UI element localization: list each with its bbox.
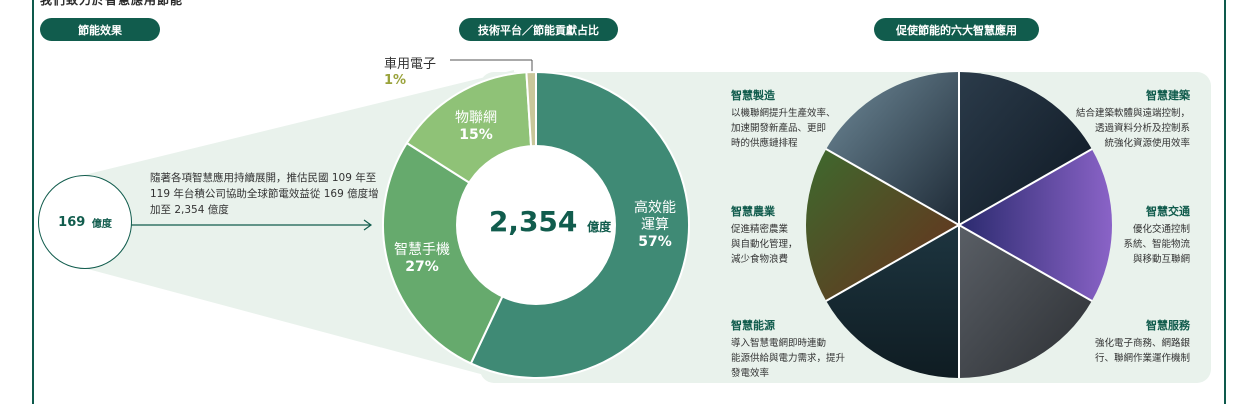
photo-agriculture — [805, 148, 959, 302]
app-line: 以機聯網提升生產效率、 — [731, 108, 836, 119]
donut-hole — [456, 145, 616, 305]
right-frame-line — [1224, 0, 1226, 404]
segment-name-iot: 物聯網 — [455, 110, 497, 126]
app-title-agriculture: 智慧農業 — [731, 205, 775, 218]
photo-manufacturing — [826, 72, 959, 225]
center-value: 2,354 — [488, 205, 578, 238]
app-line: 統強化資源使用效率 — [1104, 138, 1190, 149]
section-pill-effect: 節能效果 — [40, 18, 160, 41]
segment-name-hpc-1: 高效能 — [634, 200, 676, 216]
growth-description: 隨著各項智慧應用持續展開，推估民國 109 年至 119 年台積公司協助全球節電… — [150, 172, 379, 216]
app-line: 行、聯網作業運作機制 — [1094, 353, 1190, 364]
segment-pct-hpc: 57% — [638, 234, 672, 250]
app-title-transport: 智慧交通 — [1146, 205, 1190, 218]
segment-name-phone: 智慧手機 — [394, 242, 450, 258]
cut-off-heading: 我們致力於智慧應用節能 — [40, 0, 184, 7]
app-agriculture: 智慧農業 促進精密農業 與自動化管理， 減少食物浪費 — [731, 204, 798, 267]
section-pill-apps: 促使節能的六大智慧應用 — [874, 18, 1039, 41]
app-transport: 智慧交通 優化交通控制 系統、智能物流 與移動互聯網 — [1080, 204, 1190, 267]
app-line: 結合建築軟體與遠端控制， — [1075, 108, 1190, 119]
start-value: 169 — [58, 214, 86, 230]
photo-services — [959, 225, 1092, 378]
segment-name-hpc-2: 運算 — [641, 217, 669, 233]
app-building: 智慧建築 結合建築軟體與遠端控制， 透過資料分析及控制系 統強化資源使用效率 — [1050, 88, 1190, 151]
app-line: 發電效率 — [731, 368, 770, 379]
section-pill-share: 技術平台／節能貢獻占比 — [459, 18, 618, 41]
app-title-energy: 智慧能源 — [731, 319, 775, 332]
app-line: 優化交通控制 — [1132, 224, 1190, 235]
left-frame-line — [32, 0, 34, 404]
start-unit: 億度 — [91, 218, 112, 230]
app-title-services: 智慧服務 — [1146, 319, 1190, 332]
segment-label-iot: 物聯網 15% — [446, 110, 506, 144]
app-title-manufacturing: 智慧製造 — [731, 89, 775, 102]
start-value-circle: 169 億度 — [38, 175, 132, 269]
donut-center-total: 2,354 億度 — [470, 205, 630, 238]
segment-pct-auto: 1% — [384, 73, 407, 88]
app-line: 加速開發新產品、更即 — [731, 123, 827, 134]
app-line: 促進精密農業 — [731, 224, 789, 235]
segment-name-auto: 車用電子 — [384, 57, 437, 72]
photo-energy — [826, 225, 959, 378]
app-line: 系統、智能物流 — [1123, 239, 1190, 250]
app-line: 透過資料分析及控制系 — [1094, 123, 1190, 134]
segment-pct-phone: 27% — [405, 259, 439, 275]
app-services: 智慧服務 強化電子商務、網路銀 行、聯網作業運作機制 — [1060, 318, 1190, 366]
segment-label-phone: 智慧手機 27% — [386, 242, 458, 276]
app-line: 能源供給與電力需求，提升 — [731, 353, 846, 364]
segment-label-hpc: 高效能 運算 57% — [626, 200, 684, 251]
app-line: 導入智慧電網即時連動 — [731, 338, 827, 349]
photo-transport — [959, 148, 1112, 302]
segment-pct-iot: 15% — [459, 127, 493, 143]
app-line: 減少食物浪費 — [731, 254, 789, 265]
photo-building — [959, 72, 1092, 225]
app-line: 與移動互聯網 — [1132, 254, 1190, 265]
app-manufacturing: 智慧製造 以機聯網提升生產效率、 加速開發新產品、更即 時的供應鏈排程 — [731, 88, 836, 151]
app-line: 強化電子商務、網路銀 — [1094, 338, 1190, 349]
app-title-building: 智慧建築 — [1146, 89, 1190, 102]
center-unit: 億度 — [587, 220, 612, 234]
donut-slice-2 — [382, 141, 538, 365]
app-line: 與自動化管理， — [731, 239, 798, 250]
app-line: 時的供應鏈排程 — [731, 138, 798, 149]
app-energy: 智慧能源 導入智慧電網即時連動 能源供給與電力需求，提升 發電效率 — [731, 318, 845, 381]
